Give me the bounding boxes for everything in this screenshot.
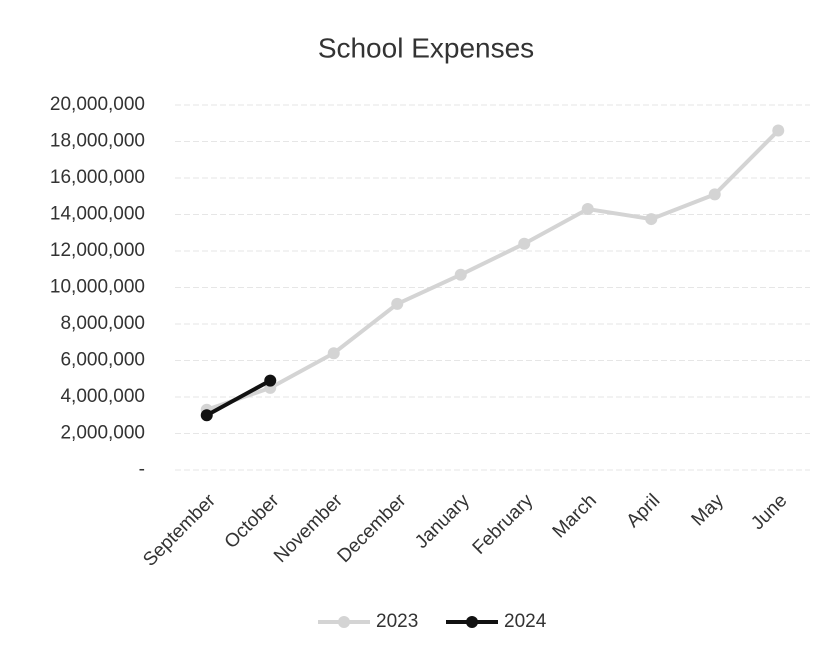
x-tick-label: September xyxy=(139,490,220,571)
data-point xyxy=(454,268,467,281)
data-point xyxy=(391,297,404,310)
x-tick-label: March xyxy=(549,490,601,542)
x-tick-label: December xyxy=(334,490,411,567)
legend-marker xyxy=(466,616,478,628)
data-point xyxy=(264,374,277,387)
y-tick-label: 8,000,000 xyxy=(60,313,145,334)
y-tick-label: 12,000,000 xyxy=(50,240,145,261)
x-tick-label: June xyxy=(747,490,791,534)
data-point xyxy=(327,347,340,360)
legend-marker xyxy=(338,616,350,628)
x-tick-label: April xyxy=(623,490,665,532)
y-tick-label: 20,000,000 xyxy=(50,94,145,115)
legend-label: 2023 xyxy=(376,611,418,632)
y-tick-label: 4,000,000 xyxy=(60,386,145,407)
y-tick-label: 18,000,000 xyxy=(50,131,145,152)
x-tick-label: October xyxy=(221,490,284,553)
y-tick-label: 6,000,000 xyxy=(60,350,145,371)
x-tick-label: May xyxy=(688,490,729,531)
series-line xyxy=(205,378,272,418)
y-tick-label: 14,000,000 xyxy=(50,204,145,225)
data-point xyxy=(581,203,594,216)
data-point xyxy=(645,213,658,226)
y-tick-label: 2,000,000 xyxy=(60,423,145,444)
data-point xyxy=(200,409,213,422)
legend-label: 2024 xyxy=(504,611,547,632)
data-point xyxy=(518,237,531,250)
y-tick-label: 16,000,000 xyxy=(50,167,145,188)
x-tick-label: February xyxy=(469,490,538,559)
data-point xyxy=(772,124,785,137)
y-tick-label: - xyxy=(139,459,145,480)
chart-title: School Expenses xyxy=(318,32,534,63)
y-tick-label: 10,000,000 xyxy=(50,277,145,298)
series-line xyxy=(206,129,780,412)
x-tick-label: January xyxy=(411,490,474,553)
data-point xyxy=(708,188,721,201)
